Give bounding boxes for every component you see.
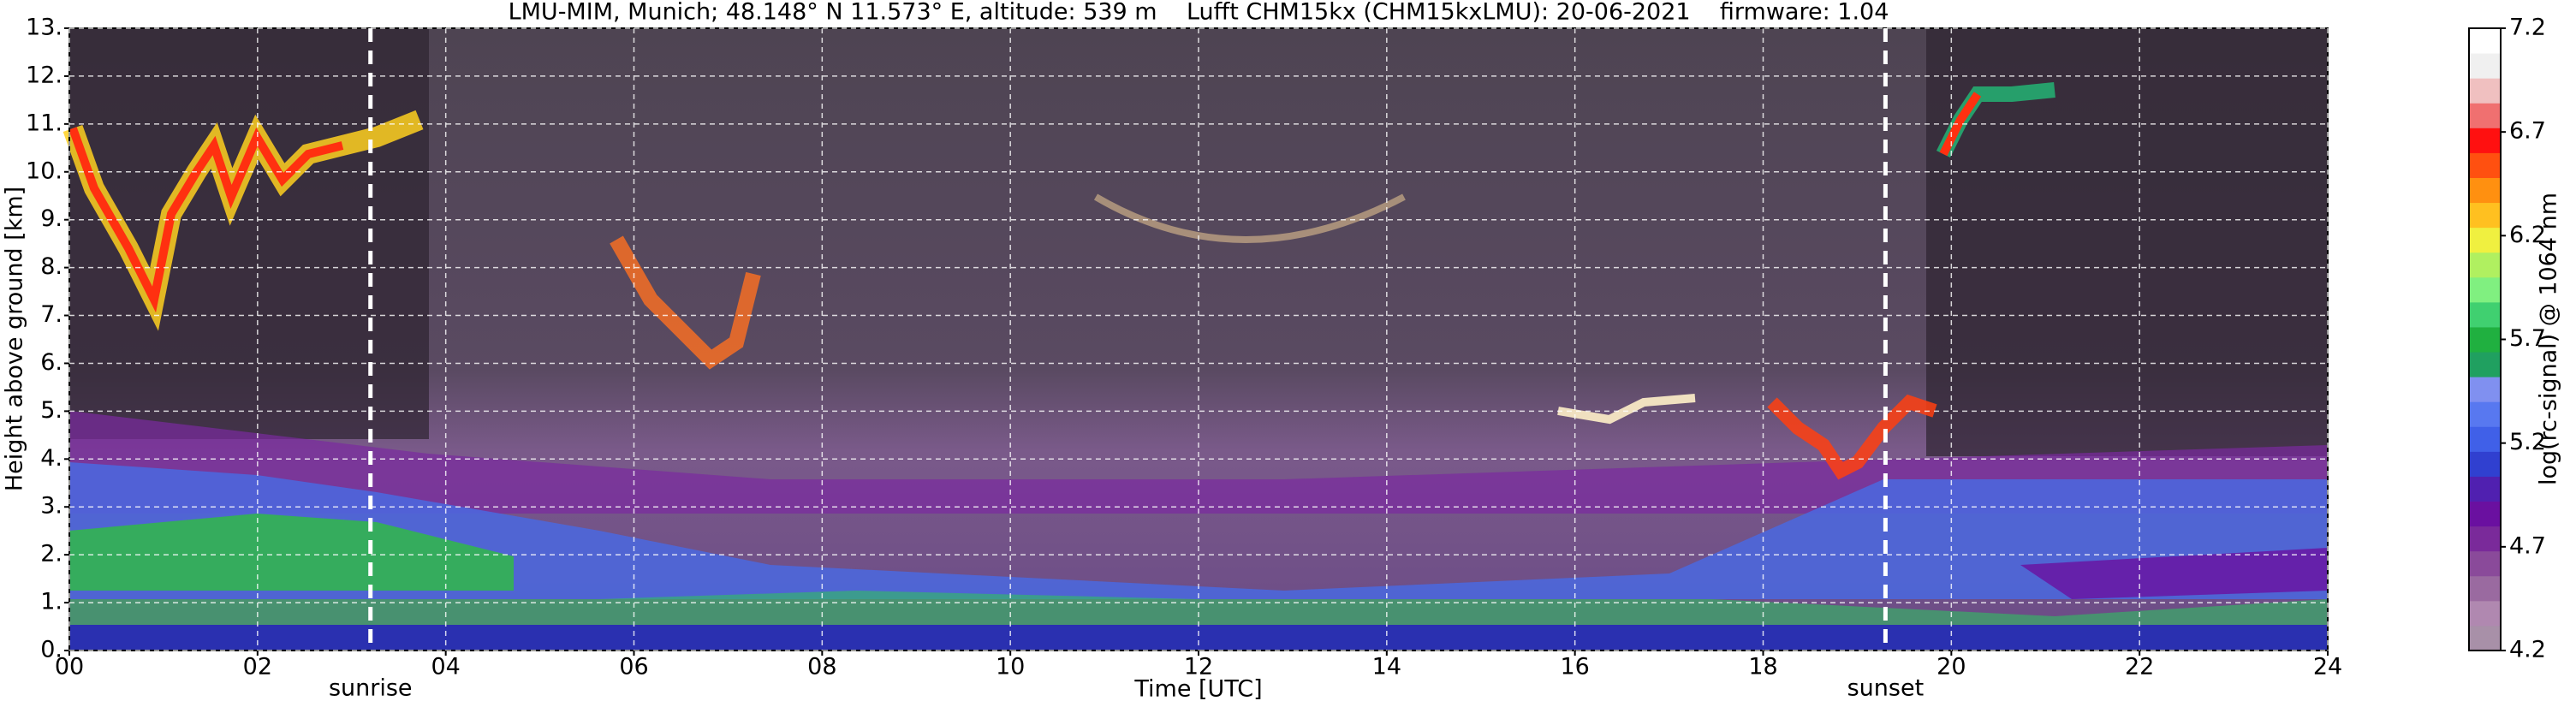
y-tick-label: 6. xyxy=(40,349,62,376)
y-tick-label: 3. xyxy=(40,493,62,520)
colorbar-swatch xyxy=(2469,202,2501,229)
y-tick-label: 0. xyxy=(40,637,62,663)
colorbar-swatch xyxy=(2469,53,2501,79)
colorbar-swatch xyxy=(2469,352,2501,377)
y-tick-label: 8. xyxy=(40,253,62,280)
y-tick-label: 7. xyxy=(40,301,62,328)
colorbar-tick-label: 4.2 xyxy=(2509,637,2546,663)
colorbar-tick-label: 7.2 xyxy=(2509,15,2546,41)
x-tick-label: 18 xyxy=(1748,654,1777,680)
x-tick-label: 08 xyxy=(807,654,836,680)
y-axis-label: Height above ground [km] xyxy=(2,187,28,491)
x-tick-label: 00 xyxy=(55,654,84,680)
colorbar-swatch xyxy=(2469,128,2501,153)
y-tick-label: 13. xyxy=(26,15,62,41)
chart-title: LMU-MIM, Munich; 48.148° N 11.573° E, al… xyxy=(509,0,1889,26)
colorbar-swatch xyxy=(2469,301,2501,328)
y-tick-label: 5. xyxy=(40,397,62,424)
colorbar-swatch xyxy=(2469,550,2501,577)
colorbar-tick-label: 5.7 xyxy=(2509,325,2546,352)
colorbar-swatch xyxy=(2469,476,2501,502)
colorbar-tick-label: 6.7 xyxy=(2509,118,2546,145)
x-tick-label: 20 xyxy=(1936,654,1966,680)
colorbar-swatch xyxy=(2469,152,2501,178)
y-tick-label: 1. xyxy=(40,589,62,615)
x-tick-label: 16 xyxy=(1560,654,1589,680)
colorbar-swatch xyxy=(2469,526,2501,552)
colorbar-swatch xyxy=(2469,501,2501,527)
colorbar-swatch xyxy=(2469,451,2501,477)
x-tick-label: 24 xyxy=(2313,654,2342,680)
y-tick-label: 2. xyxy=(40,541,62,567)
colorbar-swatch xyxy=(2469,426,2501,452)
x-tick-label: 22 xyxy=(2125,654,2154,680)
x-tick-label: 14 xyxy=(1372,654,1401,680)
colorbar-swatch xyxy=(2469,177,2501,204)
x-tick-label: 06 xyxy=(619,654,648,680)
y-tick-label: 12. xyxy=(26,62,62,88)
colorbar-swatch xyxy=(2469,78,2501,104)
x-tick-label: 04 xyxy=(431,654,460,680)
y-tick-label: 4. xyxy=(40,445,62,472)
y-tick-label: 11. xyxy=(26,110,62,136)
annotation-label: sunset xyxy=(1847,675,1925,702)
x-tick-label: 10 xyxy=(996,654,1025,680)
colorbar-swatch xyxy=(2469,575,2501,602)
colorbar-swatch xyxy=(2469,625,2501,651)
colorbar-swatch xyxy=(2469,326,2501,353)
colorbar-swatch xyxy=(2469,103,2501,128)
x-axis-label: Time [UTC] xyxy=(1133,676,1262,703)
colorbar-tick-label: 4.7 xyxy=(2509,532,2546,559)
colorbar-tick-label: 5.2 xyxy=(2509,429,2546,455)
colorbar-tick-label: 6.2 xyxy=(2509,222,2546,248)
x-tick-label: 12 xyxy=(1184,654,1213,680)
colorbar-label: log(rc-signal) @ 1064 nm xyxy=(2536,193,2562,485)
colorbar-swatch xyxy=(2469,377,2501,402)
colorbar-swatch xyxy=(2469,401,2501,427)
annotation-label: sunrise xyxy=(329,675,413,702)
y-tick-label: 10. xyxy=(26,157,62,184)
colorbar-swatch xyxy=(2469,227,2501,253)
colorbar-swatch xyxy=(2469,600,2501,627)
y-tick-label: 9. xyxy=(40,205,62,232)
colorbar-swatch xyxy=(2469,252,2501,278)
colorbar-swatch xyxy=(2469,28,2501,54)
colorbar-swatch xyxy=(2469,276,2501,303)
x-tick-label: 02 xyxy=(243,654,272,680)
